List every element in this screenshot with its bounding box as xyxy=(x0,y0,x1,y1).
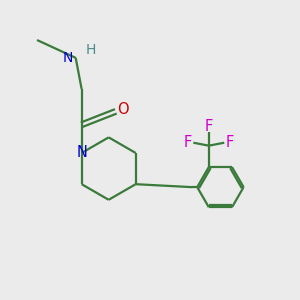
Text: H: H xyxy=(86,43,97,56)
Text: N: N xyxy=(62,51,73,65)
Text: O: O xyxy=(117,102,129,117)
Text: N: N xyxy=(76,146,87,160)
Text: F: F xyxy=(226,135,234,150)
Text: F: F xyxy=(205,119,213,134)
Text: F: F xyxy=(183,135,191,150)
